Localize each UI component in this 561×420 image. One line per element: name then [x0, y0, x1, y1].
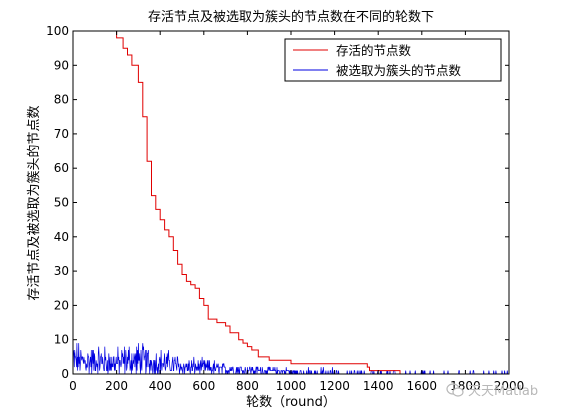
y-tick-label: 40 — [54, 230, 69, 244]
legend-box — [284, 38, 502, 82]
watermark: 天天Matlab — [446, 380, 538, 399]
x-tick-label: 600 — [192, 379, 215, 393]
x-tick-label: 0 — [69, 379, 77, 393]
y-axis-label: 存活节点及被选取为簇头的节点数 — [26, 105, 42, 300]
y-tick-label: 60 — [54, 161, 69, 175]
y-tick-label: 20 — [54, 298, 69, 312]
y-tick-label: 90 — [54, 58, 69, 72]
plot-area — [73, 31, 509, 374]
x-tick-label: 1200 — [319, 379, 350, 393]
x-tick-label: 1600 — [407, 379, 438, 393]
y-tick-label: 10 — [54, 333, 69, 347]
x-tick-label: 800 — [236, 379, 259, 393]
y-tick-label: 70 — [54, 127, 69, 141]
chat-bubbles-icon — [446, 382, 464, 397]
x-tick-label: 2000 — [494, 379, 525, 393]
y-tick-label: 30 — [54, 264, 69, 278]
chart-title: 存活节点及被选取为簇头的节点数在不同的轮数下 — [148, 9, 434, 25]
legend: 存活的节点数 被选取为簇头的节点数 — [284, 38, 502, 82]
ticks-layer: 0 200 400 600 800 1000 1200 1400 1600 1800 2000010… — [46, 24, 524, 393]
series-alive-line — [73, 30, 509, 375]
legend-label-cluster-heads: 被选取为簇头的节点数 — [336, 63, 462, 78]
x-axis-label: 轮数（round） — [246, 395, 336, 410]
watermark-text: 天天Matlab — [468, 384, 539, 399]
x-tick-label: 400 — [149, 379, 172, 393]
y-tick-label: 80 — [54, 93, 69, 107]
y-tick-label: 0 — [61, 367, 69, 381]
y-tick-label: 100 — [46, 24, 69, 38]
x-tick-label: 200 — [105, 379, 128, 393]
legend-label-alive: 存活的节点数 — [336, 43, 412, 58]
x-tick-label: 1000 — [276, 379, 307, 393]
x-tick-label: 1400 — [363, 379, 394, 393]
y-tick-label: 50 — [54, 196, 69, 210]
